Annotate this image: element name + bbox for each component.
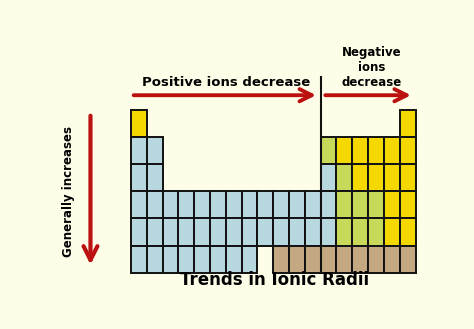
Bar: [289, 245, 305, 272]
Bar: [352, 218, 368, 245]
Bar: [400, 245, 416, 272]
Bar: [289, 218, 305, 245]
Bar: [337, 245, 352, 272]
Bar: [242, 245, 257, 272]
Bar: [368, 245, 384, 272]
Bar: [194, 191, 210, 218]
Bar: [210, 191, 226, 218]
Bar: [305, 191, 321, 218]
Bar: [337, 191, 352, 218]
Bar: [178, 191, 194, 218]
Bar: [337, 138, 352, 164]
Bar: [273, 191, 289, 218]
Bar: [257, 218, 273, 245]
Bar: [146, 218, 163, 245]
Bar: [210, 218, 226, 245]
Bar: [146, 191, 163, 218]
Bar: [368, 218, 384, 245]
Bar: [226, 218, 242, 245]
Bar: [273, 245, 289, 272]
Bar: [337, 164, 352, 191]
Bar: [352, 191, 368, 218]
Bar: [321, 138, 337, 164]
Bar: [384, 245, 400, 272]
Bar: [163, 218, 178, 245]
Bar: [400, 218, 416, 245]
Bar: [384, 218, 400, 245]
Bar: [321, 245, 337, 272]
Bar: [226, 245, 242, 272]
Bar: [242, 218, 257, 245]
Bar: [368, 138, 384, 164]
Text: Negative
ions
decrease: Negative ions decrease: [342, 46, 402, 89]
Bar: [131, 191, 146, 218]
Bar: [194, 218, 210, 245]
Bar: [273, 218, 289, 245]
Bar: [321, 218, 337, 245]
Text: Positive ions decrease: Positive ions decrease: [142, 76, 310, 89]
Bar: [352, 138, 368, 164]
Bar: [337, 218, 352, 245]
Bar: [131, 111, 146, 138]
Bar: [384, 164, 400, 191]
Text: Trends in Ionic Radii: Trends in Ionic Radii: [180, 271, 369, 289]
Bar: [178, 218, 194, 245]
Bar: [400, 111, 416, 138]
Bar: [384, 138, 400, 164]
Bar: [305, 245, 321, 272]
Bar: [131, 164, 146, 191]
Bar: [146, 138, 163, 164]
Text: Generally increases: Generally increases: [62, 126, 75, 257]
Bar: [384, 191, 400, 218]
Bar: [368, 191, 384, 218]
Bar: [400, 191, 416, 218]
Bar: [242, 191, 257, 218]
Bar: [352, 245, 368, 272]
Bar: [210, 245, 226, 272]
Bar: [289, 191, 305, 218]
Bar: [178, 245, 194, 272]
Bar: [163, 191, 178, 218]
Bar: [163, 245, 178, 272]
Bar: [226, 191, 242, 218]
Bar: [146, 164, 163, 191]
Bar: [321, 164, 337, 191]
Bar: [257, 191, 273, 218]
Bar: [194, 245, 210, 272]
Bar: [400, 138, 416, 164]
Bar: [352, 164, 368, 191]
Bar: [321, 191, 337, 218]
Bar: [131, 218, 146, 245]
Bar: [131, 245, 146, 272]
Bar: [131, 138, 146, 164]
Bar: [400, 164, 416, 191]
Bar: [368, 164, 384, 191]
Bar: [305, 218, 321, 245]
Bar: [146, 245, 163, 272]
